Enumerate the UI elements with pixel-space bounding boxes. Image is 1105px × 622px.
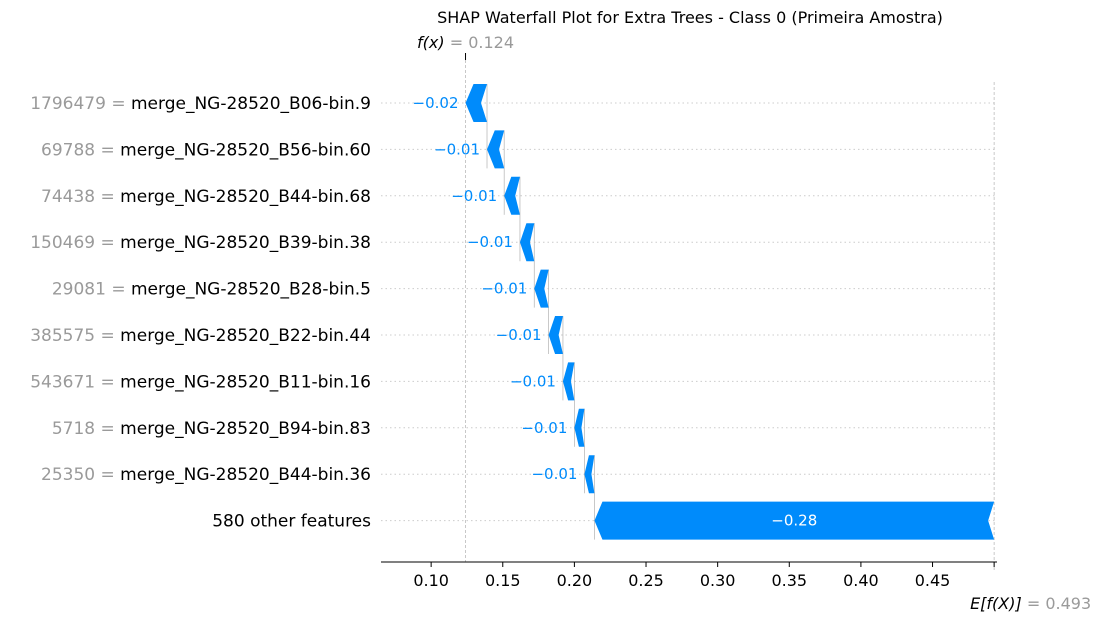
bar-value-label: −0.02 — [413, 94, 459, 112]
chart-title: SHAP Waterfall Plot for Extra Trees - Cl… — [437, 8, 943, 27]
waterfall-bar — [594, 501, 995, 540]
x-tick-label: 0.25 — [628, 571, 664, 590]
feature-value: 69788 = — [41, 140, 120, 160]
feature-value: 5718 = — [52, 419, 120, 439]
bar-value-label: −0.01 — [467, 233, 513, 251]
efx-name: E[f(X)] — [970, 594, 1022, 613]
waterfall-bar — [465, 84, 488, 122]
bar-value-label: −0.01 — [531, 465, 577, 483]
feature-value: 150469 = — [30, 233, 120, 253]
waterfall-bar — [584, 455, 595, 494]
feature-name: merge_NG-28520_B28-bin.5 — [131, 280, 371, 300]
waterfall-bar — [504, 176, 520, 215]
feature-label: 150469 = merge_NG-28520_B39-bin.38 — [30, 233, 371, 253]
fx-label: f(x) = 0.124 — [417, 33, 514, 52]
x-tick-label: 0.10 — [413, 571, 449, 590]
feature-name: merge_NG-28520_B39-bin.38 — [120, 233, 371, 253]
feature-label: 385575 = merge_NG-28520_B22-bin.44 — [30, 326, 371, 346]
fx-value: = 0.124 — [445, 33, 514, 52]
x-tick-label: 0.40 — [843, 571, 879, 590]
fx-name: f(x) — [417, 33, 445, 52]
feature-name: merge_NG-28520_B56-bin.60 — [120, 140, 371, 160]
feature-value: 25350 = — [41, 465, 120, 485]
waterfall-bar — [487, 130, 505, 169]
efx-label: E[f(X)] = 0.493 — [970, 594, 1091, 613]
waterfall-bar — [519, 223, 535, 262]
feature-name: merge_NG-28520_B44-bin.36 — [120, 465, 371, 485]
x-tick-label: 0.15 — [485, 571, 521, 590]
efx-footer: E[f(X)] = 0.493 — [970, 594, 1091, 613]
feature-name: merge_NG-28520_B11-bin.16 — [120, 372, 371, 392]
feature-value: 1796479 = — [30, 94, 131, 114]
feature-value: 385575 = — [30, 326, 120, 346]
waterfall-bar — [562, 362, 575, 401]
feature-value: 543671 = — [30, 372, 120, 392]
bar-value-label: −0.28 — [771, 512, 817, 530]
efx-value: = 0.493 — [1022, 594, 1091, 613]
x-tick-label: 0.30 — [700, 571, 736, 590]
bar-value-label: −0.01 — [510, 372, 556, 390]
feature-label: 580 other features — [212, 512, 371, 532]
bar-value-label: −0.01 — [481, 280, 527, 298]
feature-label: 5718 = merge_NG-28520_B94-bin.83 — [52, 419, 371, 439]
feature-label: 543671 = merge_NG-28520_B11-bin.16 — [30, 372, 371, 392]
reference-lines — [465, 60, 995, 572]
x-axis: 0.10 0.15 0.20 0.25 0.30 0.35 0.40 0.45 — [381, 561, 997, 590]
bars: −0.02 −0.01 −0.01 −0.01 −0.01 −0.01 −0.01 −0.01… — [413, 84, 995, 540]
feature-label: 29081 = merge_NG-28520_B28-bin.5 — [52, 280, 371, 300]
feature-labels: 1796479 = merge_NG-28520_B06-bin.9 69788 … — [30, 94, 371, 532]
waterfall-bar — [534, 269, 549, 308]
x-tick-label: 0.20 — [557, 571, 593, 590]
feature-value: 29081 = — [52, 280, 131, 300]
feature-name: 580 other features — [212, 512, 371, 532]
feature-label: 69788 = merge_NG-28520_B56-bin.60 — [41, 140, 371, 160]
bar-value-label: −0.01 — [496, 326, 542, 344]
waterfall-bar — [574, 408, 585, 447]
feature-label: 74438 = merge_NG-28520_B44-bin.68 — [41, 187, 371, 207]
x-tick-label: 0.35 — [771, 571, 807, 590]
fx-header: f(x) = 0.124 — [417, 33, 514, 60]
feature-value: 74438 = — [41, 187, 120, 207]
x-tick-label: 0.45 — [915, 571, 951, 590]
feature-label: 1796479 = merge_NG-28520_B06-bin.9 — [30, 94, 371, 114]
bar-value-label: −0.01 — [521, 419, 567, 437]
feature-name: merge_NG-28520_B22-bin.44 — [120, 326, 371, 346]
feature-name: merge_NG-28520_B94-bin.83 — [120, 419, 371, 439]
bar-value-label: −0.01 — [434, 140, 480, 158]
feature-name: merge_NG-28520_B44-bin.68 — [120, 187, 371, 207]
feature-name: merge_NG-28520_B06-bin.9 — [131, 94, 371, 114]
waterfall-bar — [548, 316, 563, 354]
bar-value-label: −0.01 — [451, 187, 497, 205]
grid-lines — [381, 102, 997, 522]
feature-label: 25350 = merge_NG-28520_B44-bin.36 — [41, 465, 371, 485]
